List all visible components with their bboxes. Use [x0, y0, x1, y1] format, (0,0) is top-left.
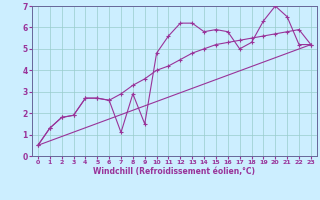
X-axis label: Windchill (Refroidissement éolien,°C): Windchill (Refroidissement éolien,°C): [93, 167, 255, 176]
